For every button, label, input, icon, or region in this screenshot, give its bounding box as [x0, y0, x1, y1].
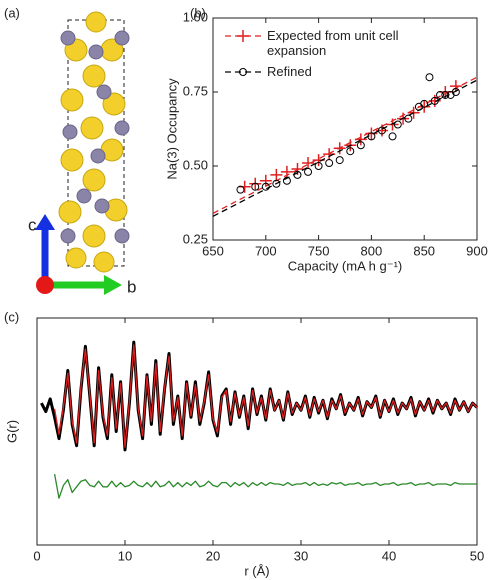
- marker: [420, 99, 429, 108]
- plot-frame: [36, 317, 478, 546]
- axis-label: c: [28, 215, 37, 234]
- legend-label: Refined: [267, 64, 312, 79]
- y-tick-label: 0.75: [183, 83, 208, 98]
- x-tick-label: 750: [308, 243, 330, 258]
- marker: [314, 162, 323, 170]
- x-tick-label: 20: [206, 548, 220, 563]
- marker: [280, 165, 293, 178]
- x-axis-label: Capacity (mA h g⁻¹): [288, 258, 403, 273]
- marker: [261, 182, 270, 191]
- marker: [251, 182, 260, 191]
- marker: [335, 156, 344, 165]
- marker: [333, 142, 346, 155]
- marker: [365, 127, 378, 140]
- structure-panel: (a) c b: [4, 5, 136, 296]
- marker: [388, 132, 397, 141]
- x-tick-label: 40: [382, 548, 396, 563]
- marker: [375, 124, 388, 137]
- x-tick-label: 900: [466, 243, 488, 258]
- marker: [293, 170, 302, 179]
- marker: [325, 159, 334, 168]
- atoms-sb: [60, 30, 130, 244]
- marker: [270, 168, 283, 181]
- panel-label: (a): [4, 5, 20, 20]
- marker: [356, 141, 365, 150]
- marker: [367, 132, 376, 141]
- y-axis-label: Na(3) Occupancy: [164, 78, 179, 180]
- marker: [302, 157, 315, 170]
- x-tick-label: 10: [118, 548, 132, 563]
- marker: [404, 114, 413, 123]
- x-axis-label: r (Å): [244, 563, 269, 578]
- y-tick-label: 0.50: [183, 157, 208, 172]
- marker: [249, 177, 262, 190]
- marker: [441, 90, 450, 99]
- marker: [346, 147, 355, 156]
- marker: [436, 90, 445, 99]
- marker: [272, 179, 281, 188]
- marker: [304, 167, 313, 176]
- marker: [238, 180, 251, 193]
- plot-frame: [212, 17, 478, 241]
- arrow-head: [35, 214, 55, 230]
- y-axis-label: G(r): [4, 420, 19, 443]
- arrow-head: [104, 275, 122, 295]
- legend-marker: [237, 30, 249, 42]
- marker: [418, 100, 431, 113]
- y-tick-label: 0.25: [183, 231, 208, 246]
- curve: [53, 344, 478, 448]
- panel-label: (c): [4, 309, 19, 324]
- x-tick-label: 700: [255, 243, 277, 258]
- marker: [236, 185, 245, 194]
- legend-entry: Expected from unit cell expansion: [267, 28, 399, 58]
- marker: [386, 118, 399, 131]
- marker: [354, 133, 367, 146]
- x-tick-label: 800: [361, 243, 383, 258]
- legend-label: Expected from unit cell expansion: [267, 28, 399, 58]
- marker: [393, 120, 402, 129]
- atoms-na: [58, 11, 128, 273]
- x-tick-label: 50: [470, 548, 484, 563]
- legend-entry: Refined: [267, 64, 312, 79]
- marker: [449, 80, 462, 93]
- legend-marker: [239, 68, 247, 76]
- x-tick-label: 650: [202, 243, 224, 258]
- marker: [282, 176, 291, 185]
- origin: [36, 276, 54, 294]
- y-tick-label: 1.00: [183, 9, 208, 24]
- x-tick-label: 850: [413, 243, 435, 258]
- axis-label: b: [127, 277, 136, 296]
- panel-label: (b): [190, 5, 206, 20]
- x-tick-label: 0: [33, 548, 40, 563]
- marker: [451, 88, 460, 96]
- marker: [377, 126, 386, 135]
- x-tick-label: 30: [294, 548, 308, 563]
- curve: [53, 473, 477, 499]
- marker: [430, 96, 439, 105]
- marker: [259, 174, 272, 187]
- marker: [425, 73, 434, 82]
